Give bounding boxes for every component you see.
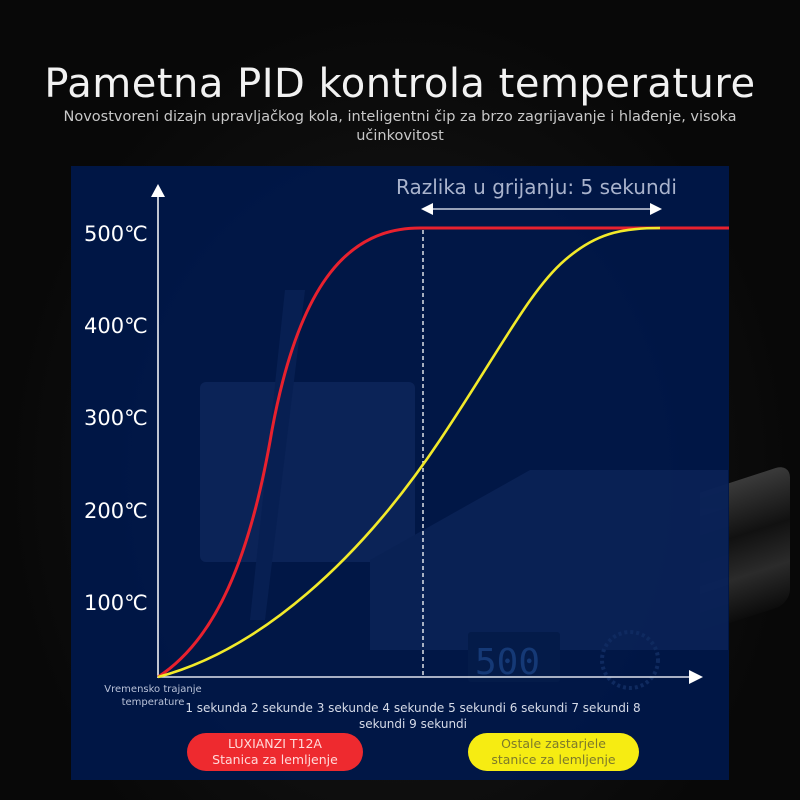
y-tick-500: 500℃ [84, 222, 148, 246]
x-axis-arrow-icon [689, 670, 703, 684]
y-tick-100: 100℃ [84, 591, 148, 615]
legend-luxianzi-line2: Stanica za lemljenje [212, 752, 338, 767]
arrow-right-icon [650, 203, 662, 215]
y-tick-300: 300℃ [84, 406, 148, 430]
svg-text:500: 500 [475, 642, 540, 683]
page-title: Pametna PID kontrola temperature [44, 60, 756, 107]
arrow-left-icon [421, 203, 433, 215]
y-axis-arrow-icon [151, 184, 165, 197]
x-axis-caption-line2: temperature [121, 697, 185, 708]
y-tick-200: 200℃ [84, 499, 148, 523]
x-axis-caption-line1: Vremensko trajanje [104, 684, 202, 695]
page-subtitle: Novostvoreni dizajn upravljačkog kola, i… [63, 109, 737, 144]
legend-legacy-line1: Ostale zastarjele [501, 736, 606, 751]
red-curve-luxianzi [157, 226, 729, 679]
legend-luxianzi: LUXIANZI T12A Stanica za lemljenje [187, 733, 363, 771]
product-silhouette: 500 [200, 290, 728, 690]
x-axis-caption: Vremensko trajanje temperature [88, 683, 218, 709]
yellow-curve-legacy [157, 226, 661, 679]
legend-legacy: Ostale zastarjele stanice za lemljenje [468, 733, 639, 771]
legend-luxianzi-line1: LUXIANZI T12A [228, 736, 322, 751]
difference-annotation: Razlika u grijanju: 5 sekundi [396, 175, 677, 199]
x-axis-ticks: 1 sekunda 2 sekunde 3 sekunde 4 sekunde … [185, 701, 641, 731]
y-tick-400: 400℃ [84, 314, 148, 338]
legend-legacy-line2: stanice za lemljenje [491, 752, 616, 767]
